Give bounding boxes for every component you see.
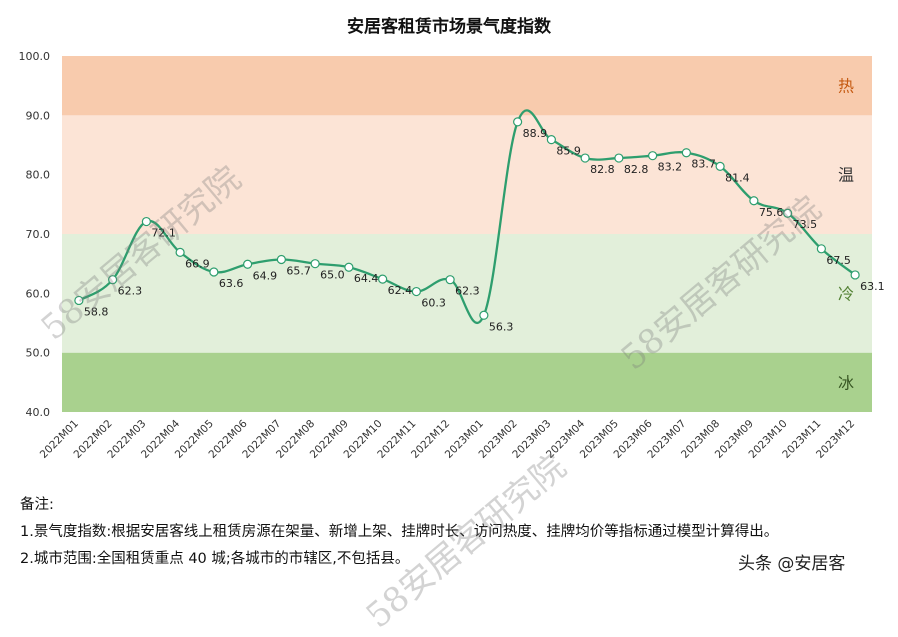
data-label: 62.3 xyxy=(455,285,480,298)
y-tick-label: 90.0 xyxy=(26,109,51,122)
y-tick-label: 70.0 xyxy=(26,228,51,241)
data-label: 82.8 xyxy=(590,163,615,176)
data-point xyxy=(108,275,118,285)
data-point xyxy=(445,275,455,285)
data-label: 72.1 xyxy=(151,227,176,240)
data-label: 65.0 xyxy=(320,269,345,282)
data-label: 85.9 xyxy=(556,145,581,158)
data-point xyxy=(378,274,388,284)
data-label: 62.3 xyxy=(118,285,143,298)
data-label: 75.6 xyxy=(759,206,784,219)
data-point xyxy=(74,295,84,306)
data-point xyxy=(175,247,185,257)
data-label: 63.1 xyxy=(860,280,885,293)
notes-line-1: 1.景气度指数:根据安居客线上租赁房源在架量、新增上架、挂牌时长、访问热度、挂牌… xyxy=(20,524,779,540)
band-冰 xyxy=(62,352,872,412)
data-point xyxy=(546,135,556,145)
band-label: 温 xyxy=(838,166,854,185)
data-point xyxy=(816,244,826,254)
data-point xyxy=(513,117,523,127)
data-label: 81.4 xyxy=(725,171,750,184)
y-tick-label: 100.0 xyxy=(19,50,51,63)
data-point xyxy=(850,270,860,280)
notes: 备注: 1.景气度指数:根据安居客线上租赁房源在架量、新增上架、挂牌时长、访问热… xyxy=(20,492,778,573)
band-label: 冷 xyxy=(838,284,854,303)
data-label: 82.8 xyxy=(624,163,649,176)
data-label: 58.8 xyxy=(84,305,109,318)
y-tick-label: 40.0 xyxy=(26,406,51,419)
band-温 xyxy=(62,115,872,234)
data-point xyxy=(411,286,421,297)
data-point xyxy=(276,254,286,265)
data-label: 73.5 xyxy=(793,218,818,231)
band-label: 冰 xyxy=(838,373,854,392)
data-label: 62.4 xyxy=(388,284,413,297)
data-point xyxy=(580,153,590,163)
y-tick-label: 80.0 xyxy=(26,169,51,182)
data-label: 60.3 xyxy=(421,297,446,310)
notes-heading: 备注: xyxy=(20,497,54,513)
data-point xyxy=(479,310,489,320)
data-label: 67.5 xyxy=(826,254,851,267)
data-label: 63.6 xyxy=(219,277,244,290)
data-point xyxy=(614,153,624,163)
band-热 xyxy=(62,56,872,116)
data-point xyxy=(681,148,691,158)
y-tick-label: 60.0 xyxy=(26,287,51,300)
chart-title: 安居客租赁市场景气度指数 xyxy=(347,17,551,37)
data-label: 64.9 xyxy=(253,269,278,282)
data-point xyxy=(648,151,658,161)
y-tick-label: 50.0 xyxy=(26,347,51,360)
data-point xyxy=(344,262,354,272)
band-冷 xyxy=(62,234,872,353)
data-label: 65.7 xyxy=(286,265,311,278)
source-watermark: 头条 @安居客 xyxy=(738,554,846,574)
data-point xyxy=(209,267,219,277)
data-point xyxy=(783,208,793,218)
data-label: 56.3 xyxy=(489,320,514,333)
data-label: 66.9 xyxy=(185,257,210,270)
data-point xyxy=(715,161,725,171)
notes-line-2: 2.城市范围:全国租赁重点 40 城;各城市的市辖区,不包括县。 xyxy=(20,551,410,567)
chart-plot: 冰冷温热40.050.060.070.080.090.0100.02022M01… xyxy=(19,50,885,461)
data-point xyxy=(749,196,759,206)
data-label: 83.2 xyxy=(658,161,683,174)
data-point xyxy=(243,259,253,269)
data-point xyxy=(310,259,320,269)
data-label: 83.7 xyxy=(691,158,716,171)
data-label: 64.4 xyxy=(354,272,379,285)
band-label: 热 xyxy=(838,77,854,96)
data-point xyxy=(141,216,151,227)
data-label: 88.9 xyxy=(523,127,548,140)
